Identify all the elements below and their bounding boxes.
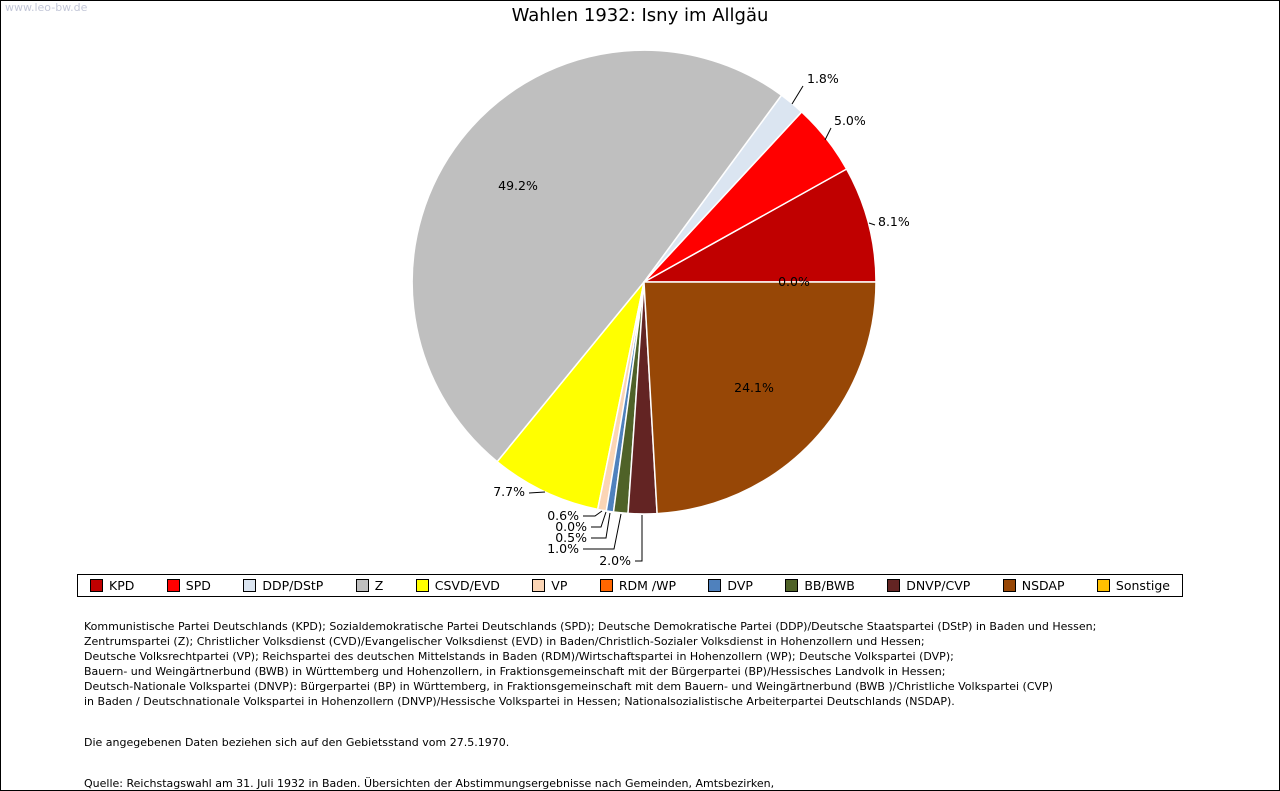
pie-slice-nsdap bbox=[643, 281, 877, 515]
page-title: Wahlen 1932: Isny im Allgäu bbox=[511, 5, 769, 26]
pie-label-z: 49.2% bbox=[498, 178, 538, 193]
legend-label-csvd-evd: CSVD/EVD bbox=[434, 578, 500, 593]
legend-label-rdm-wp: RDM /WP bbox=[618, 578, 676, 593]
legend-label-kpd: KPD bbox=[109, 578, 135, 593]
pie-label-sonstige: 0.0% bbox=[778, 274, 810, 289]
legend-label-vp: VP bbox=[551, 578, 568, 593]
legend-item-kpd: KPD bbox=[90, 578, 134, 593]
legend-label-ddp-dstp: DDP/DStP bbox=[262, 578, 324, 593]
pie-label-leader-bb-bwb bbox=[583, 513, 622, 550]
legend-item-dnvp-cvp: DNVP/CVP bbox=[887, 578, 970, 593]
legend-item-sonstige: Sonstige bbox=[1096, 578, 1170, 593]
pie-label-dvp: 0.5% bbox=[555, 530, 587, 545]
pie-label-vp: 0.6% bbox=[547, 508, 579, 523]
legend-swatch-dnvp-cvp bbox=[887, 579, 901, 592]
pie-label-dnvp-cvp: 2.0% bbox=[599, 553, 631, 568]
legend-item-nsdap: NSDAP bbox=[1002, 578, 1065, 593]
legend-swatch-kpd bbox=[90, 579, 103, 592]
legend-label-z: Z bbox=[374, 578, 384, 593]
legend-item-csvd-evd: CSVD/EVD bbox=[415, 578, 500, 593]
legend-item-rdm-wp: RDM /WP bbox=[599, 578, 676, 593]
legend-item-vp: VP bbox=[532, 578, 567, 593]
legend-swatch-nsdap bbox=[1002, 579, 1016, 592]
legend-swatch-z bbox=[355, 579, 369, 592]
legend-swatch-dvp bbox=[708, 579, 722, 592]
pie-label-ddp-dstp: 1.8% bbox=[807, 71, 839, 86]
pie-chart-svg: 8.1%5.0%1.8%49.2%7.7%0.6%0.0%0.5%1.0%2.0… bbox=[411, 49, 910, 568]
legend-swatch-csvd-evd bbox=[415, 579, 429, 592]
watermark: www.leo-bw.de bbox=[5, 1, 88, 14]
pie-label-leader-csvd-evd bbox=[528, 491, 546, 494]
legend-swatch-ddp-dstp bbox=[243, 579, 257, 592]
pie-label-nsdap: 24.1% bbox=[734, 380, 774, 395]
pie-label-leader-kpd bbox=[868, 222, 876, 226]
pie-label-bb-bwb: 1.0% bbox=[547, 541, 579, 556]
territorial-note: Die angegebenen Daten beziehen sich auf … bbox=[84, 736, 510, 749]
pie-label-leader-vp bbox=[583, 510, 603, 517]
pie-label-leader-ddp-dstp bbox=[791, 85, 804, 105]
pie-label-kpd: 8.1% bbox=[878, 214, 910, 229]
pie-label-spd: 5.0% bbox=[834, 113, 866, 128]
legend-swatch-vp bbox=[532, 579, 546, 592]
pie-slice-z bbox=[411, 49, 783, 463]
legend-label-dnvp-cvp: DNVP/CVP bbox=[906, 578, 971, 593]
legend-label-sonstige: Sonstige bbox=[1115, 578, 1170, 593]
pie-label-leader-rdm-wp bbox=[591, 511, 607, 528]
pie-slice-kpd bbox=[641, 167, 877, 283]
legend-label-dvp: DVP bbox=[727, 578, 753, 593]
pie-label-leader-spd bbox=[824, 127, 832, 141]
legend: KPD SPD DDP/DStP Z CSVD/EVD VP RDM /WP DVP BB/BW… bbox=[77, 574, 1183, 597]
legend-item-bb-bwb: BB/BWB bbox=[785, 578, 855, 593]
footer: Kommunistische Partei Deutschlands (KPD)… bbox=[84, 604, 1249, 790]
legend-item-dvp: DVP bbox=[708, 578, 753, 593]
legend-item-z: Z bbox=[355, 578, 384, 593]
legend-swatch-bb-bwb bbox=[785, 579, 799, 592]
pie-label-leader-dvp bbox=[591, 512, 611, 539]
legend-item-spd: SPD bbox=[166, 578, 211, 593]
party-explanations: Kommunistische Partei Deutschlands (KPD)… bbox=[84, 620, 1097, 708]
legend-item-ddp-dstp: DDP/DStP bbox=[243, 578, 323, 593]
pie-label-csvd-evd: 7.7% bbox=[493, 484, 525, 499]
pie-label-rdm-wp: 0.0% bbox=[555, 519, 587, 534]
legend-label-spd: SPD bbox=[185, 578, 211, 593]
legend-swatch-spd bbox=[166, 579, 180, 592]
legend-label-nsdap: NSDAP bbox=[1021, 578, 1065, 593]
legend-label-bb-bwb: BB/BWB bbox=[804, 578, 855, 593]
source-note: Quelle: Reichstagswahl am 31. Juli 1932 … bbox=[84, 777, 775, 790]
pie-label-leader-dnvp-cvp bbox=[635, 515, 643, 562]
legend-swatch-rdm-wp bbox=[599, 579, 613, 592]
legend-swatch-sonstige bbox=[1096, 579, 1110, 592]
